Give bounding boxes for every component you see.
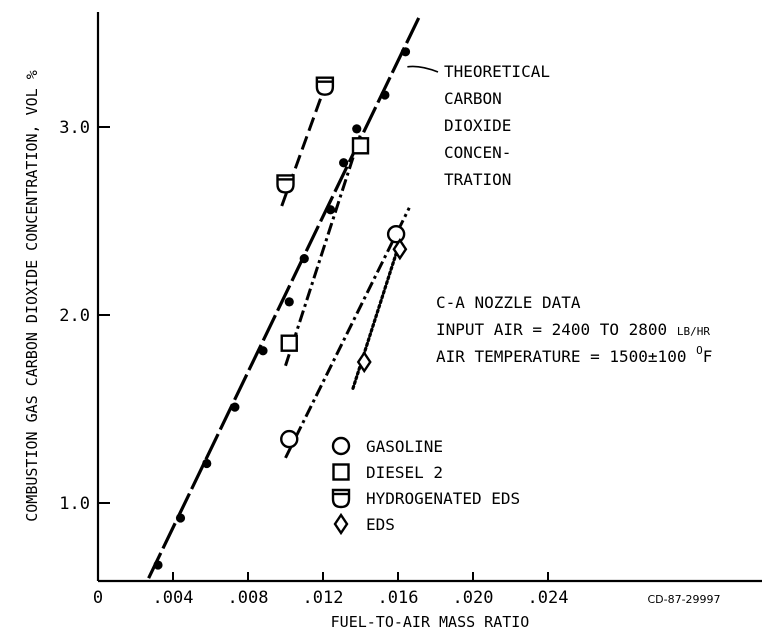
theoretical-point bbox=[258, 346, 268, 356]
marker-gasoline bbox=[386, 224, 406, 244]
annotation-line-3-sup: O bbox=[696, 344, 703, 357]
theoretical-label: THEORETICAL CARBON DIOXIDE CONCEN- TRATION bbox=[407, 62, 550, 189]
marker-diesel-2 bbox=[280, 334, 298, 352]
marker-hydrogenated-eds-shape bbox=[315, 76, 335, 96]
legend-marker-eds bbox=[333, 512, 349, 536]
theoretical-label-line: CARBON bbox=[444, 89, 502, 108]
legend-marker-hydrogenated-eds-shape bbox=[331, 488, 351, 509]
theoretical-leader bbox=[407, 65, 439, 73]
x-tick-label: .008 bbox=[228, 588, 269, 608]
legend-label-gasoline: GASOLINE bbox=[366, 437, 443, 456]
x-ticks: 0 .004 .008 .012 .016 .020 .024 bbox=[93, 572, 569, 608]
legend-marker-gasoline bbox=[331, 436, 351, 456]
x-tick-label: .024 bbox=[528, 588, 569, 608]
fit-line-diesel-2 bbox=[284, 134, 362, 367]
x-tick-label: .004 bbox=[153, 588, 194, 608]
x-tick-label: .016 bbox=[378, 588, 419, 608]
x-tick-label: .012 bbox=[303, 588, 344, 608]
theoretical-point bbox=[352, 124, 362, 134]
marker-hydrogenated-eds bbox=[315, 76, 335, 96]
theoretical-point bbox=[153, 560, 163, 570]
theoretical-point bbox=[400, 47, 411, 57]
marker-hydrogenated-eds-shape bbox=[276, 174, 295, 194]
y-tick-label: 2.0 bbox=[59, 306, 90, 326]
fit-line-gasoline bbox=[284, 207, 411, 459]
series-fit-lines bbox=[280, 75, 411, 459]
theoretical-label-line: DIOXIDE bbox=[444, 116, 511, 135]
series-markers bbox=[276, 76, 408, 449]
theoretical-point bbox=[202, 458, 212, 469]
x-tick-label: 0 bbox=[93, 588, 103, 608]
theoretical-line-path bbox=[147, 13, 422, 579]
theoretical-point bbox=[299, 254, 309, 264]
y-ticks: 1.0 2.0 3.0 bbox=[59, 118, 110, 514]
theoretical-point bbox=[339, 158, 349, 168]
annotation-line-2: INPUT AIR = 2400 TO 2800 LB/HR bbox=[436, 320, 710, 339]
legend-label-diesel-2: DIESEL 2 bbox=[366, 463, 443, 482]
theoretical-point bbox=[230, 402, 240, 412]
theoretical-label-line: CONCEN- bbox=[444, 143, 511, 162]
theoretical-point bbox=[284, 297, 294, 307]
theoretical-point bbox=[380, 90, 390, 100]
annotation: C-A NOZZLE DATA INPUT AIR = 2400 TO 2800… bbox=[436, 293, 712, 366]
legend-marker-hydrogenated-eds bbox=[331, 488, 351, 509]
legend-marker-diesel-2 bbox=[332, 463, 350, 481]
theoretical-label-line: TRATION bbox=[444, 170, 511, 189]
annotation-line-3-text: AIR TEMPERATURE = 1500±100 bbox=[436, 347, 696, 366]
marker-eds bbox=[356, 350, 372, 374]
marker-gasoline bbox=[280, 429, 299, 449]
marker-hydrogenated-eds bbox=[276, 174, 295, 194]
marker-eds bbox=[392, 238, 408, 261]
theoretical-point bbox=[325, 205, 336, 215]
axes bbox=[96, 12, 762, 583]
annotation-line-1: C-A NOZZLE DATA bbox=[436, 293, 581, 312]
y-tick-label: 3.0 bbox=[59, 118, 90, 138]
legend-label-hydrogenated-eds: HYDROGENATED EDS bbox=[366, 489, 520, 508]
annotation-line-3-unit: F bbox=[703, 347, 713, 366]
x-axis-title: FUEL-TO-AIR MASS RATIO bbox=[331, 613, 530, 631]
y-tick-label: 1.0 bbox=[59, 494, 90, 514]
theoretical-line bbox=[147, 13, 422, 579]
annotation-line-3: AIR TEMPERATURE = 1500±100 OF bbox=[436, 344, 712, 366]
theoretical-label-line: THEORETICAL bbox=[444, 62, 550, 81]
annotation-line-2-text: INPUT AIR = 2400 TO 2800 bbox=[436, 320, 677, 339]
legend-label-eds: EDS bbox=[366, 515, 395, 534]
y-axis-title: COMBUSTION GAS CARBON DIOXIDE CONCENTRAT… bbox=[23, 70, 41, 522]
annotation-line-2-unit: LB/HR bbox=[677, 325, 710, 338]
marker-diesel-2 bbox=[351, 137, 370, 155]
legend: GASOLINE DIESEL 2 HYDROGENATED EDS EDS bbox=[331, 436, 520, 536]
figure-id: CD-87-29997 bbox=[647, 593, 720, 606]
theoretical-point bbox=[175, 513, 186, 523]
x-tick-label: .020 bbox=[453, 588, 494, 608]
